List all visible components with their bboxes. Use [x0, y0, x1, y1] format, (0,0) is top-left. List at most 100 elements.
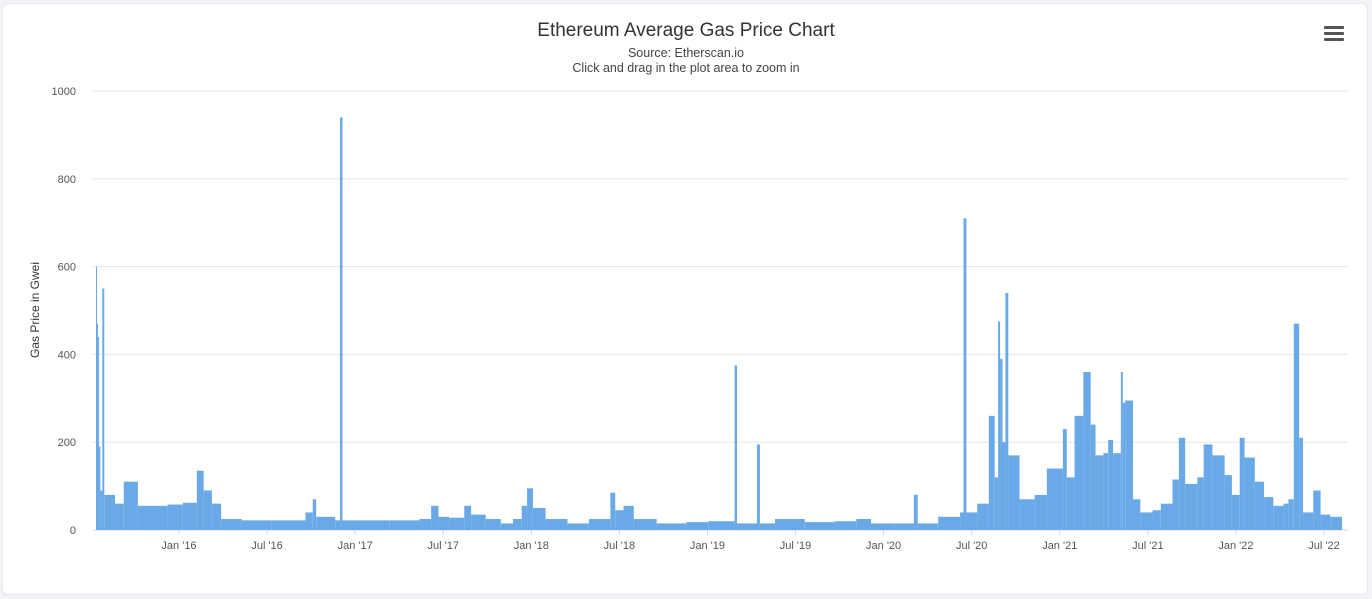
- data-bar[interactable]: [1133, 499, 1140, 530]
- data-bar[interactable]: [361, 520, 390, 530]
- data-bar[interactable]: [1212, 455, 1224, 530]
- data-bar[interactable]: [568, 523, 589, 530]
- data-bar[interactable]: [960, 512, 963, 530]
- data-bar[interactable]: [340, 117, 342, 530]
- data-bar[interactable]: [1185, 484, 1197, 530]
- data-bar[interactable]: [168, 505, 183, 530]
- data-bar[interactable]: [615, 510, 623, 530]
- data-bar[interactable]: [390, 520, 420, 530]
- data-bar[interactable]: [1047, 469, 1058, 530]
- data-bar[interactable]: [624, 506, 634, 530]
- data-bar[interactable]: [1103, 453, 1108, 530]
- data-bar[interactable]: [589, 519, 610, 530]
- data-bar[interactable]: [100, 490, 102, 530]
- data-bar[interactable]: [1204, 444, 1213, 530]
- data-bar[interactable]: [634, 519, 657, 530]
- data-bar[interactable]: [533, 508, 546, 530]
- data-bar[interactable]: [197, 471, 204, 530]
- data-bar[interactable]: [153, 506, 168, 530]
- data-bar[interactable]: [1179, 438, 1185, 530]
- data-bar[interactable]: [1321, 515, 1331, 530]
- data-bar[interactable]: [1330, 517, 1342, 530]
- data-bar[interactable]: [735, 365, 737, 530]
- data-bar[interactable]: [342, 520, 361, 530]
- data-bar[interactable]: [546, 519, 568, 530]
- data-bar[interactable]: [313, 499, 316, 530]
- data-bar[interactable]: [1020, 499, 1035, 530]
- data-bar[interactable]: [486, 519, 501, 530]
- data-bar[interactable]: [1035, 495, 1047, 530]
- data-bar[interactable]: [938, 517, 960, 530]
- data-bar[interactable]: [527, 488, 533, 530]
- data-bar[interactable]: [966, 512, 977, 530]
- data-bar[interactable]: [305, 512, 312, 530]
- data-bar[interactable]: [335, 520, 340, 530]
- data-bar[interactable]: [757, 444, 760, 530]
- data-bar[interactable]: [775, 519, 805, 530]
- data-bar[interactable]: [99, 447, 100, 530]
- data-bar[interactable]: [894, 523, 913, 530]
- data-bar[interactable]: [471, 515, 486, 530]
- data-bar[interactable]: [686, 522, 708, 530]
- data-bar[interactable]: [995, 477, 998, 530]
- data-bar[interactable]: [1294, 324, 1299, 530]
- data-bar[interactable]: [1273, 506, 1283, 530]
- data-bar[interactable]: [1113, 453, 1116, 530]
- data-bar[interactable]: [419, 519, 431, 530]
- data-bar[interactable]: [1075, 416, 1084, 530]
- data-bar[interactable]: [115, 504, 124, 530]
- data-bar[interactable]: [138, 506, 153, 530]
- data-bar[interactable]: [522, 506, 527, 530]
- data-bar[interactable]: [104, 495, 115, 530]
- data-bar[interactable]: [834, 521, 856, 530]
- data-bar[interactable]: [998, 321, 1000, 530]
- data-bar[interactable]: [1232, 495, 1240, 530]
- data-bar[interactable]: [1125, 401, 1133, 531]
- data-bar[interactable]: [242, 520, 272, 530]
- data-bar[interactable]: [1116, 453, 1121, 530]
- data-bar[interactable]: [501, 523, 513, 530]
- data-bar[interactable]: [438, 517, 449, 530]
- data-bar[interactable]: [1123, 403, 1125, 530]
- data-bar[interactable]: [1002, 442, 1005, 530]
- data-bar[interactable]: [271, 520, 305, 530]
- data-bar[interactable]: [610, 493, 615, 530]
- data-bar[interactable]: [431, 506, 438, 530]
- data-bar[interactable]: [1225, 475, 1232, 530]
- plot-area[interactable]: 02004006008001000 Jan '16 Jul '16 Jan '17 J…: [0, 0, 1372, 599]
- data-bar[interactable]: [1288, 499, 1293, 530]
- data-bar[interactable]: [449, 518, 464, 530]
- data-bar[interactable]: [1008, 455, 1019, 530]
- data-bar[interactable]: [871, 523, 894, 530]
- data-bar[interactable]: [989, 416, 995, 530]
- data-bar[interactable]: [1058, 469, 1063, 530]
- data-bar[interactable]: [708, 521, 734, 530]
- data-bar[interactable]: [1091, 425, 1096, 530]
- data-bar[interactable]: [1303, 512, 1313, 530]
- data-bar[interactable]: [1264, 497, 1273, 530]
- data-bar[interactable]: [737, 523, 757, 530]
- data-bar[interactable]: [513, 519, 522, 530]
- data-bar[interactable]: [1083, 372, 1090, 530]
- data-bar[interactable]: [204, 490, 212, 530]
- data-bar[interactable]: [1255, 482, 1264, 530]
- data-bar[interactable]: [977, 504, 989, 530]
- data-bar[interactable]: [1067, 477, 1075, 530]
- data-bar[interactable]: [464, 506, 471, 530]
- data-bar[interactable]: [964, 218, 967, 530]
- data-bar[interactable]: [1000, 359, 1002, 530]
- data-bar[interactable]: [914, 495, 918, 530]
- data-bar[interactable]: [1172, 480, 1178, 530]
- data-bar[interactable]: [1153, 510, 1161, 530]
- data-bar[interactable]: [1161, 504, 1173, 530]
- data-bar[interactable]: [1140, 512, 1152, 530]
- data-bar[interactable]: [212, 504, 221, 530]
- data-bar[interactable]: [96, 267, 97, 530]
- data-bar[interactable]: [183, 503, 197, 530]
- data-bar[interactable]: [221, 519, 241, 530]
- data-bar[interactable]: [918, 523, 938, 530]
- data-bar[interactable]: [102, 289, 104, 530]
- data-bar[interactable]: [1245, 458, 1255, 530]
- data-bar[interactable]: [97, 324, 98, 530]
- data-bar[interactable]: [124, 482, 138, 530]
